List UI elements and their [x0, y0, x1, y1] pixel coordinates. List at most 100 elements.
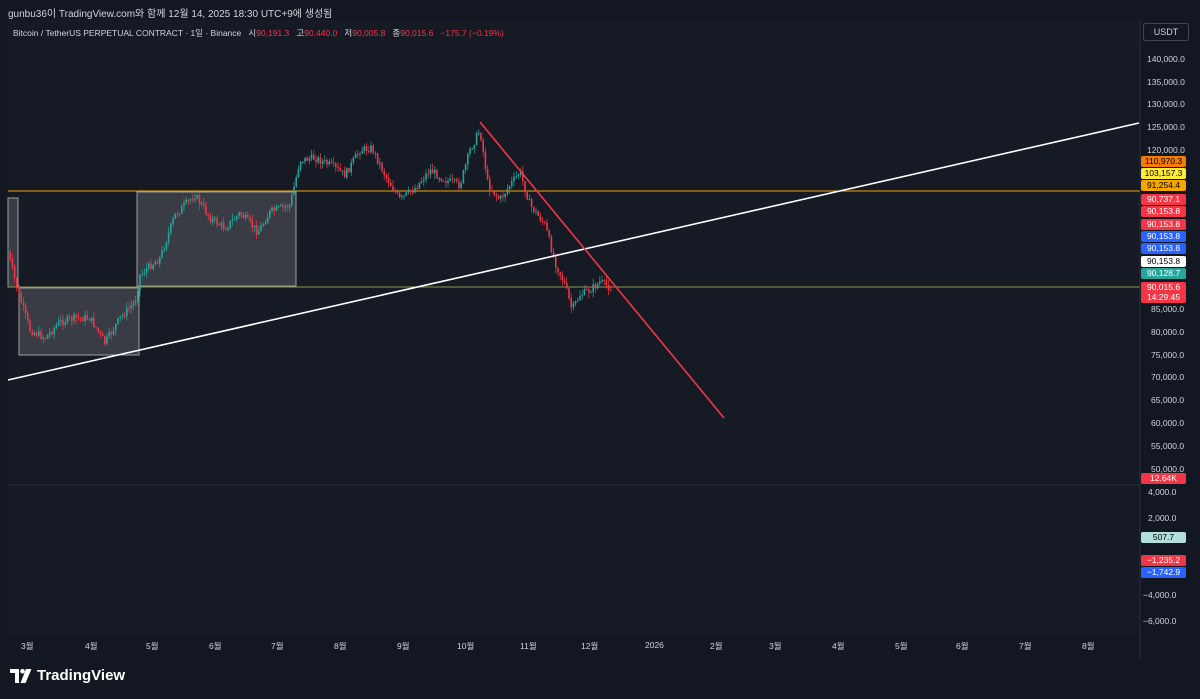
candle-body — [194, 198, 196, 201]
price-axis-label: 75,000.0 — [1151, 350, 1185, 360]
candle-body — [145, 268, 148, 274]
candle-body — [271, 207, 273, 211]
candle-body — [209, 215, 212, 222]
candle-body — [594, 284, 597, 289]
candle-body — [269, 210, 271, 218]
candle-body — [27, 313, 29, 321]
candle-body — [277, 206, 280, 208]
candle-body — [203, 203, 205, 206]
candle-body — [535, 211, 537, 213]
candle-body — [310, 154, 313, 159]
candle-body — [64, 322, 66, 325]
candle-body — [9, 251, 11, 259]
candle-body — [198, 195, 201, 204]
open-value: 90,191.3 — [256, 28, 290, 38]
time-axis-label: 5월 — [146, 641, 159, 651]
candle-body — [484, 152, 487, 170]
candle-body — [607, 285, 610, 290]
candle-body — [284, 206, 286, 208]
candle-body — [427, 173, 429, 175]
candle-body — [511, 180, 513, 187]
candle-body — [117, 317, 119, 324]
candle-body — [420, 181, 423, 183]
symbol-legend[interactable]: Bitcoin / TetherUS PERPETUAL CONTRACT · … — [13, 27, 504, 39]
candle-body — [590, 292, 592, 294]
attribution-text: gunbu36이 TradingView.com와 함께 12월 14, 202… — [8, 9, 333, 20]
candle-body — [515, 176, 517, 178]
candle-body — [502, 195, 504, 198]
price-tag: 90,153.8 — [1141, 219, 1186, 230]
candle-body — [361, 150, 363, 154]
candle-body — [282, 205, 284, 207]
candle-body — [332, 162, 335, 164]
candle-body — [337, 166, 339, 169]
candle-body — [291, 194, 293, 205]
candle-body — [330, 161, 333, 163]
candle-body — [423, 179, 425, 182]
price-axis-label: 65,000.0 — [1151, 395, 1185, 405]
candle-body — [559, 272, 561, 276]
candle-body — [11, 258, 14, 267]
candle-body — [557, 267, 559, 273]
candle-body — [533, 206, 535, 213]
time-axis-label: 7월 — [1019, 641, 1032, 651]
candle-body — [456, 179, 458, 181]
candle-body — [262, 224, 264, 226]
candle-body — [101, 333, 104, 337]
price-tag: 90,015.6 — [1141, 282, 1186, 293]
candle-body — [458, 180, 460, 188]
range-box-3[interactable] — [136, 191, 297, 287]
price-axis-label: 125,000.0 — [1147, 122, 1185, 132]
candle-body — [176, 213, 179, 215]
candle-body — [216, 218, 218, 225]
candle-body — [319, 157, 322, 164]
candle-body — [115, 323, 117, 331]
candle-body — [288, 204, 291, 208]
candle-body — [335, 163, 337, 167]
price-tag: 90,153.8 — [1141, 231, 1186, 242]
candle-body — [599, 281, 601, 284]
indicator-axis-label: 4,000.0 — [1148, 487, 1177, 497]
candle-body — [13, 266, 16, 278]
candle-body — [185, 200, 187, 204]
candle-body — [18, 288, 20, 294]
close-value: 90,015.6 — [400, 28, 434, 38]
currency-button[interactable]: USDT — [1143, 23, 1189, 41]
low-value: 90,005.8 — [352, 28, 386, 38]
time-axis-label: 10월 — [457, 641, 475, 651]
candle-body — [592, 284, 594, 293]
candle-body — [431, 169, 434, 174]
candle-body — [95, 326, 97, 328]
candle-body — [583, 289, 586, 295]
candle-body — [601, 280, 603, 282]
candle-body — [588, 289, 590, 293]
price-axis-label: 120,000.0 — [1147, 145, 1185, 155]
candle-body — [29, 320, 31, 332]
candle-body — [482, 140, 484, 153]
range-box-1[interactable] — [7, 197, 19, 288]
candle-body — [383, 170, 385, 175]
candle-body — [548, 230, 550, 237]
ascending-trendline[interactable] — [7, 122, 1140, 381]
candle-body — [555, 256, 557, 268]
candle-body — [407, 190, 410, 193]
chart-pane[interactable] — [8, 20, 1140, 634]
candle-body — [519, 171, 522, 176]
candle-body — [392, 186, 394, 191]
candle-body — [508, 186, 511, 189]
candle-body — [381, 162, 383, 171]
price-axis-label: 55,000.0 — [1151, 441, 1185, 451]
range-box-2[interactable] — [18, 287, 140, 356]
candle-body — [390, 183, 392, 187]
indicator-axis-label: −6,000.0 — [1143, 616, 1177, 626]
tradingview-logo[interactable]: TradingView — [10, 667, 125, 684]
candle-body — [374, 152, 377, 154]
candle-body — [286, 206, 289, 208]
symbol-name: Bitcoin / TetherUS PERPETUAL CONTRACT · … — [13, 28, 242, 38]
candle-body — [416, 188, 418, 190]
candle-body — [605, 280, 608, 286]
price-axis-label: 60,000.0 — [1151, 418, 1185, 428]
indicator-tag: 507.7 — [1141, 532, 1186, 543]
descending-trendline[interactable] — [479, 121, 725, 419]
